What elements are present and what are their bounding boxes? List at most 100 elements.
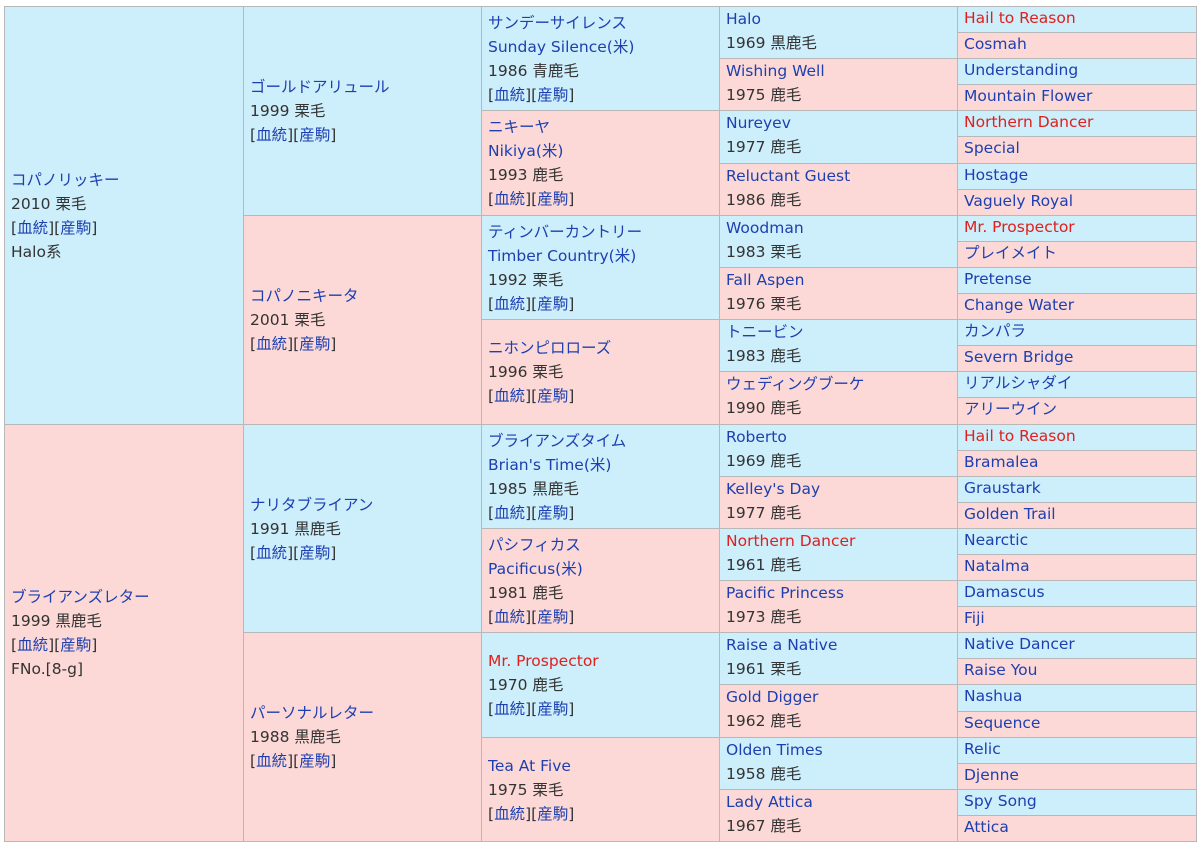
horse-name-link[interactable]: サンデーサイレンス bbox=[488, 14, 627, 32]
horse-name-link[interactable]: ニキーヤ bbox=[488, 118, 551, 136]
horse-name-link[interactable]: ニホンピロローズ bbox=[488, 339, 612, 357]
horse-cell: Golden Trail bbox=[957, 502, 1197, 529]
ketto-link[interactable]: 血統 bbox=[256, 126, 288, 144]
horse-name-link[interactable]: Nashua bbox=[964, 687, 1023, 705]
horse-name-link[interactable]: Pacific Princess bbox=[726, 584, 844, 602]
horse-english-name-link[interactable]: Pacificus(米) bbox=[488, 560, 583, 578]
horse-name-link[interactable]: ブライアンズレター bbox=[11, 588, 150, 606]
sanku-link[interactable]: 産駒 bbox=[299, 752, 331, 770]
horse-name-link[interactable]: Nearctic bbox=[964, 531, 1029, 549]
ketto-link[interactable]: 血統 bbox=[494, 804, 526, 823]
horse-name-link[interactable]: Raise You bbox=[964, 661, 1038, 679]
horse-name-link[interactable]: ナリタブライアン bbox=[250, 495, 374, 514]
horse-name-link[interactable]: Damascus bbox=[964, 583, 1045, 601]
sanku-link[interactable]: 産駒 bbox=[537, 295, 569, 313]
ketto-link[interactable]: 血統 bbox=[494, 504, 526, 522]
sanku-link[interactable]: 産駒 bbox=[537, 804, 569, 823]
horse-cell: Natalma bbox=[957, 554, 1197, 581]
horse-name-link[interactable]: Hail to Reason bbox=[964, 9, 1076, 27]
horse-name-link[interactable]: アリーウイン bbox=[964, 400, 1058, 418]
horse-name-link[interactable]: Special bbox=[964, 139, 1020, 157]
sanku-link[interactable]: 産駒 bbox=[60, 636, 92, 654]
ketto-link[interactable]: 血統 bbox=[256, 752, 288, 770]
horse-name-link[interactable]: Olden Times bbox=[726, 741, 823, 759]
horse-name-link[interactable]: Reluctant Guest bbox=[726, 167, 851, 185]
sanku-link[interactable]: 産駒 bbox=[537, 700, 569, 718]
sanku-link[interactable]: 産駒 bbox=[299, 335, 331, 353]
ketto-link[interactable]: 血統 bbox=[494, 608, 526, 626]
ketto-link[interactable]: 血統 bbox=[494, 700, 526, 718]
horse-name-link[interactable]: Fall Aspen bbox=[726, 271, 805, 289]
horse-name-link[interactable]: Mr. Prospector bbox=[488, 652, 599, 670]
horse-name-link[interactable]: Woodman bbox=[726, 219, 804, 237]
horse-name-link[interactable]: ゴールドアリュール bbox=[250, 78, 390, 96]
horse-name-link[interactable]: Relic bbox=[964, 740, 1001, 758]
ketto-link[interactable]: 血統 bbox=[256, 335, 288, 353]
horse-name-link[interactable]: Fiji bbox=[964, 609, 985, 627]
horse-name-link[interactable]: Spy Song bbox=[964, 792, 1037, 810]
horse-name-link[interactable]: Sequence bbox=[964, 714, 1041, 732]
ketto-link[interactable]: 血統 bbox=[494, 295, 526, 313]
horse-name-link[interactable]: Vaguely Royal bbox=[964, 192, 1074, 210]
horse-name-link[interactable]: Raise a Native bbox=[726, 636, 838, 654]
ketto-link[interactable]: 血統 bbox=[256, 543, 288, 562]
horse-name-link[interactable]: パシフィカス bbox=[488, 536, 581, 554]
horse-name-link[interactable]: Severn Bridge bbox=[964, 348, 1074, 366]
horse-name-link[interactable]: Halo bbox=[726, 10, 761, 28]
horse-name-link[interactable]: ブライアンズタイム bbox=[488, 432, 627, 450]
horse-name-link[interactable]: Gold Digger bbox=[726, 688, 819, 706]
ketto-link[interactable]: 血統 bbox=[17, 636, 49, 654]
horse-english-name-link[interactable]: Brian's Time(米) bbox=[488, 456, 612, 474]
horse-name-link[interactable]: プレイメイト bbox=[964, 244, 1058, 262]
horse-name-link[interactable]: リアルシャダイ bbox=[964, 374, 1073, 392]
sanku-link[interactable]: 産駒 bbox=[537, 190, 569, 208]
horse-name-link[interactable]: Nureyev bbox=[726, 114, 791, 132]
horse-name-link[interactable]: Hail to Reason bbox=[964, 427, 1076, 445]
horse-english-name-link[interactable]: Sunday Silence(米) bbox=[488, 38, 635, 56]
horse-name-link[interactable]: コパノニキータ bbox=[250, 287, 359, 305]
horse-english-name-link[interactable]: Nikiya(米) bbox=[488, 142, 564, 160]
horse-name-link[interactable]: Lady Attica bbox=[726, 793, 813, 811]
sanku-link[interactable]: 産駒 bbox=[537, 387, 569, 405]
horse-name-link[interactable]: Cosmah bbox=[964, 35, 1027, 53]
sanku-link[interactable]: 産駒 bbox=[537, 608, 569, 626]
horse-name-link[interactable]: Northern Dancer bbox=[726, 532, 856, 550]
ketto-link[interactable]: 血統 bbox=[494, 387, 526, 405]
sanku-link[interactable]: 産駒 bbox=[537, 86, 569, 104]
horse-name-link[interactable]: コパノリッキー bbox=[11, 170, 120, 189]
horse-name-link[interactable]: Change Water bbox=[964, 296, 1075, 314]
horse-name-link[interactable]: Pretense bbox=[964, 270, 1032, 288]
horse-name-link[interactable]: パーソナルレター bbox=[250, 704, 375, 722]
horse-name-link[interactable]: Bramalea bbox=[964, 453, 1039, 471]
horse-name-link[interactable]: Roberto bbox=[726, 428, 787, 446]
horse-name-link[interactable]: Understanding bbox=[964, 61, 1079, 79]
horse-name-link[interactable]: トニービン bbox=[726, 323, 804, 341]
horse-cell: Graustark bbox=[957, 476, 1197, 503]
horse-name-link[interactable]: Attica bbox=[964, 818, 1009, 836]
horse-name-link[interactable]: Native Dancer bbox=[964, 635, 1075, 653]
horse-name-link[interactable]: Kelley's Day bbox=[726, 480, 821, 498]
horse-name-link[interactable]: Mr. Prospector bbox=[964, 218, 1075, 236]
horse-name-link[interactable]: Graustark bbox=[964, 479, 1041, 497]
horse-name-link[interactable]: ウェディングブーケ bbox=[726, 375, 865, 393]
horse-name-link[interactable]: ティンバーカントリー bbox=[488, 223, 643, 241]
sanku-link[interactable]: 産駒 bbox=[299, 126, 331, 144]
horse-name-link[interactable]: Golden Trail bbox=[964, 505, 1056, 523]
horse-name-link[interactable]: Wishing Well bbox=[726, 62, 825, 80]
horse-name-link[interactable]: Northern Dancer bbox=[964, 113, 1094, 131]
birth-year-color: 1976 栗毛 bbox=[726, 295, 802, 313]
horse-cell: Woodman 1983 栗毛 bbox=[719, 215, 959, 268]
sanku-link[interactable]: 産駒 bbox=[60, 218, 92, 237]
sanku-link[interactable]: 産駒 bbox=[537, 504, 569, 522]
horse-name-link[interactable]: カンパラ bbox=[964, 322, 1027, 340]
ketto-link[interactable]: 血統 bbox=[17, 218, 49, 237]
horse-name-link[interactable]: Mountain Flower bbox=[964, 87, 1093, 105]
horse-name-link[interactable]: Natalma bbox=[964, 557, 1030, 575]
ketto-link[interactable]: 血統 bbox=[494, 86, 526, 104]
horse-name-link[interactable]: Tea At Five bbox=[488, 756, 571, 775]
horse-name-link[interactable]: Hostage bbox=[964, 166, 1029, 184]
sanku-link[interactable]: 産駒 bbox=[299, 543, 331, 562]
horse-english-name-link[interactable]: Timber Country(米) bbox=[488, 247, 637, 265]
ketto-link[interactable]: 血統 bbox=[494, 190, 526, 208]
horse-name-link[interactable]: Djenne bbox=[964, 766, 1019, 784]
